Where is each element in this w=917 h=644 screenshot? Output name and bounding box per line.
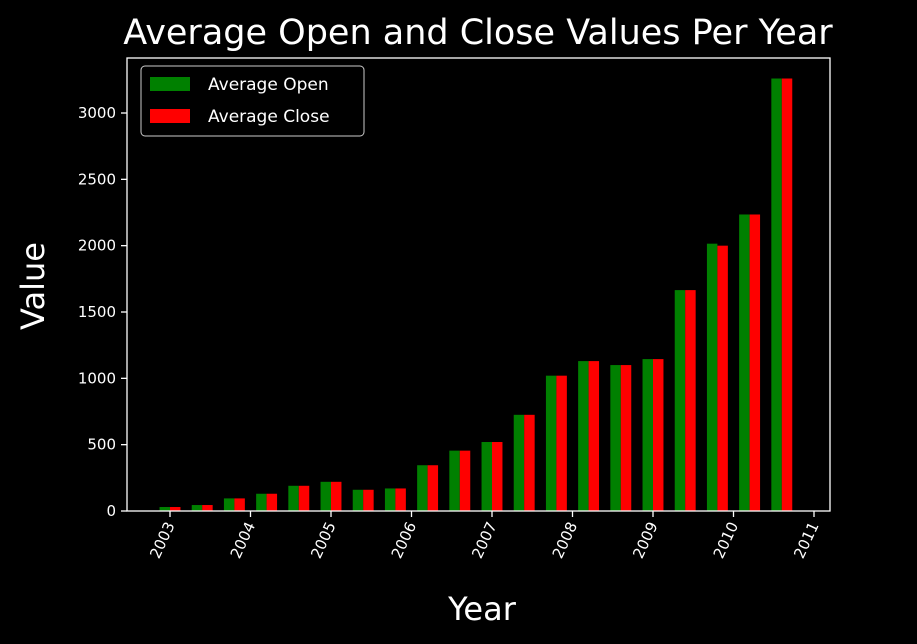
bar-open bbox=[384, 488, 396, 511]
legend: Average Open Average Close bbox=[140, 65, 365, 137]
bar-open bbox=[674, 290, 686, 511]
bar-open bbox=[481, 442, 492, 511]
y-tick-label: 1500 bbox=[78, 303, 116, 321]
bar-close bbox=[653, 359, 664, 511]
bar-close bbox=[588, 361, 600, 511]
bar-open bbox=[706, 243, 718, 511]
bar-close bbox=[781, 78, 793, 511]
bar-open bbox=[417, 465, 428, 511]
bar-open bbox=[610, 365, 621, 511]
bar-close bbox=[620, 365, 632, 511]
bar-close bbox=[749, 214, 761, 512]
bar-open bbox=[513, 414, 525, 511]
bar-open bbox=[449, 450, 460, 511]
bar-close bbox=[492, 442, 503, 511]
bar-close bbox=[395, 488, 406, 511]
bar-open bbox=[642, 359, 653, 511]
bar-close bbox=[266, 493, 278, 511]
y-axis: 0 500 1000 1500 2000 2500 3000 bbox=[78, 104, 127, 520]
x-axis-title: Year bbox=[447, 590, 517, 628]
y-tick-label: 2500 bbox=[78, 170, 116, 188]
bar-close bbox=[298, 485, 310, 511]
bar-open bbox=[578, 361, 589, 511]
bar-close bbox=[427, 465, 439, 511]
bar-close bbox=[363, 489, 374, 511]
bar-open bbox=[256, 493, 267, 511]
bar-close bbox=[459, 450, 471, 511]
legend-swatch-close bbox=[150, 109, 190, 123]
y-tick-label: 3000 bbox=[78, 104, 116, 122]
y-tick-label: 1000 bbox=[78, 369, 116, 387]
legend-label-open: Average Open bbox=[208, 75, 329, 95]
bar-open bbox=[223, 498, 235, 511]
bars-group bbox=[159, 78, 793, 512]
y-axis-title: Value bbox=[14, 242, 52, 330]
bar-close bbox=[331, 481, 342, 511]
bar-open bbox=[320, 481, 331, 511]
bar-open bbox=[352, 489, 364, 511]
bar-close bbox=[685, 290, 696, 511]
y-tick-label: 2000 bbox=[78, 237, 116, 255]
bar-close bbox=[717, 245, 728, 512]
bar-open bbox=[739, 214, 750, 512]
bar-close bbox=[234, 498, 245, 511]
legend-frame bbox=[140, 65, 365, 137]
legend-swatch-open bbox=[150, 77, 190, 91]
legend-label-close: Average Close bbox=[208, 107, 330, 127]
chart-title: Average Open and Close Values Per Year bbox=[123, 13, 833, 53]
bar-open bbox=[771, 78, 782, 511]
y-tick-label: 500 bbox=[87, 436, 116, 454]
bar-close bbox=[202, 505, 213, 511]
plot-frame bbox=[126, 57, 831, 512]
bar-close bbox=[170, 507, 181, 511]
bar-open bbox=[191, 505, 203, 511]
bar-close bbox=[556, 375, 567, 511]
bar-open bbox=[545, 375, 557, 511]
bar-open bbox=[288, 485, 299, 511]
y-tick-label: 0 bbox=[106, 502, 116, 520]
bar-open bbox=[159, 507, 170, 511]
bar-close bbox=[524, 414, 535, 511]
